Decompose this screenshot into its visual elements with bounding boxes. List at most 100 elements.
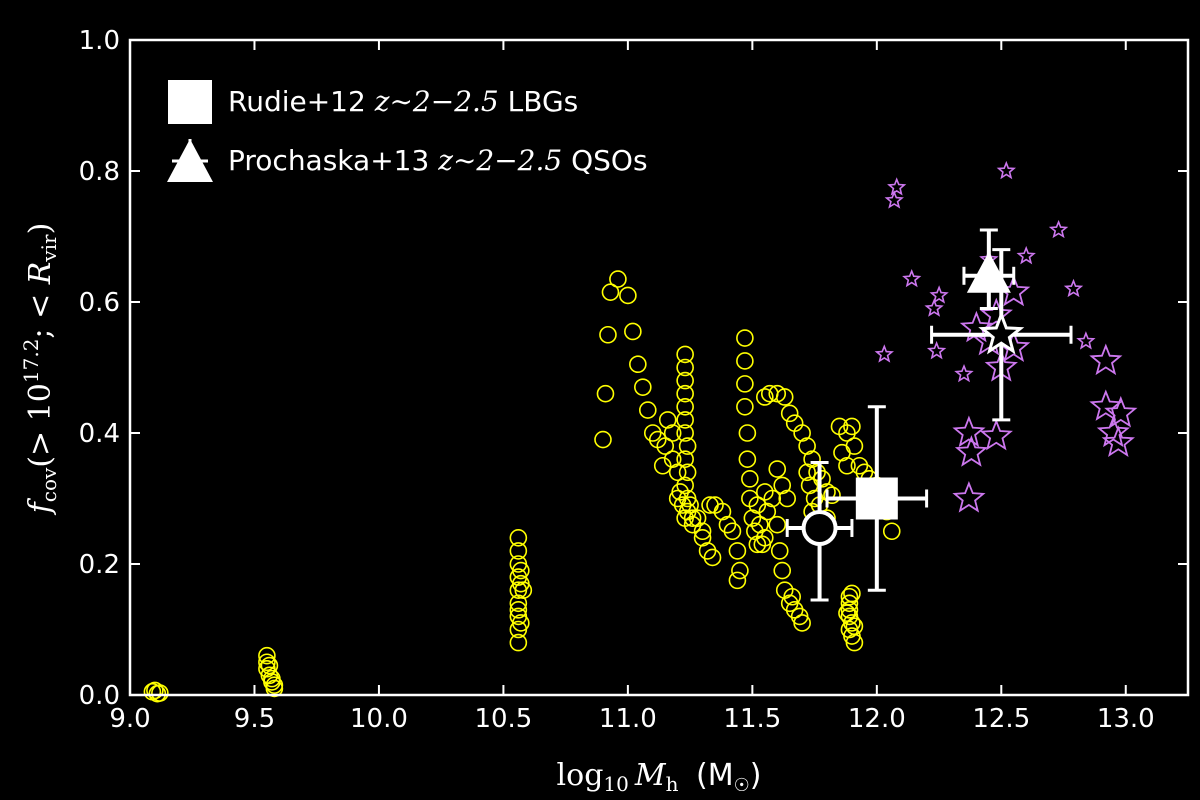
simulation-circle bbox=[838, 604, 856, 622]
simulation-circle bbox=[728, 571, 747, 590]
simulation-circle bbox=[693, 528, 712, 547]
simulation-circle bbox=[596, 384, 615, 403]
simulation-circle bbox=[703, 548, 722, 567]
y-tick-label: 1.0 bbox=[79, 26, 120, 56]
simulation-circle bbox=[673, 496, 692, 514]
simulation-circle bbox=[713, 502, 732, 521]
small-star-marker bbox=[887, 177, 907, 196]
y-axis-label: fcov(> 1017.2; < Rvir) bbox=[19, 223, 61, 516]
large-star-marker bbox=[952, 481, 986, 513]
simulation-circle bbox=[601, 283, 620, 301]
simulation-circle bbox=[793, 424, 811, 442]
simulation-circle bbox=[785, 601, 804, 619]
legend-label-rudie: Rudie+12 z∼2−2.5 LBGs bbox=[228, 85, 578, 118]
simulation-circle bbox=[843, 584, 861, 603]
x-tick-label: 12.0 bbox=[848, 704, 906, 734]
legend-triangle-marker bbox=[167, 139, 213, 182]
simulation-circle bbox=[882, 522, 901, 541]
simulation-circle bbox=[656, 437, 675, 455]
y-tick-label: 0.4 bbox=[79, 419, 120, 449]
simulation-circle bbox=[594, 430, 612, 449]
large-star-marker bbox=[979, 418, 1013, 451]
large-star-marker bbox=[1104, 395, 1138, 428]
simulation-circle bbox=[676, 476, 694, 495]
simulation-circle bbox=[148, 684, 167, 703]
simulation-circle bbox=[741, 470, 759, 488]
simulation-circle bbox=[808, 463, 826, 482]
simulation-circle bbox=[688, 509, 707, 527]
large-star-marker bbox=[979, 297, 1013, 330]
simulation-circle bbox=[718, 515, 737, 534]
simulation-circle bbox=[758, 502, 777, 521]
simulation-circle bbox=[850, 456, 869, 475]
simulation-circle bbox=[678, 463, 697, 482]
small-star-marker bbox=[1016, 245, 1036, 265]
simulation-circle bbox=[763, 489, 782, 508]
simulation-circle bbox=[736, 397, 754, 416]
simulation-circle bbox=[629, 355, 647, 374]
simulation-circle bbox=[514, 581, 533, 600]
simulation-circle bbox=[663, 450, 682, 469]
simulation-circle bbox=[676, 358, 694, 377]
small-star-marker bbox=[1063, 278, 1084, 298]
y-tick-label: 0.8 bbox=[79, 157, 120, 187]
x-tick-label: 10.0 bbox=[350, 704, 408, 734]
large-star-marker bbox=[1096, 415, 1130, 448]
simulation-circle bbox=[755, 388, 774, 406]
simulation-circle bbox=[599, 325, 617, 344]
legend-label-prochaska: Prochaska+13 z∼2−2.5 QSOs bbox=[228, 144, 648, 177]
simulation-circle bbox=[805, 489, 824, 508]
simulation-circle bbox=[509, 633, 528, 652]
square-marker bbox=[855, 477, 898, 520]
simulation-circle bbox=[683, 509, 702, 527]
simulation-circle bbox=[676, 371, 694, 390]
simulation-circle bbox=[668, 463, 687, 482]
simulation-circle bbox=[509, 601, 528, 619]
simulation-circle bbox=[823, 486, 841, 505]
x-tick-label: 10.5 bbox=[474, 704, 532, 734]
y-tick-label: 0.2 bbox=[79, 550, 120, 580]
small-star-marker bbox=[902, 268, 922, 288]
simulation-circle bbox=[738, 450, 757, 469]
simulation-circle bbox=[843, 417, 861, 436]
simulation-circle bbox=[728, 542, 747, 560]
simulation-circle bbox=[693, 522, 712, 541]
simulation-circle bbox=[676, 411, 694, 429]
simulation-circle bbox=[773, 476, 792, 495]
simulation-circle bbox=[260, 656, 279, 675]
simulation-circle bbox=[638, 401, 657, 419]
large-star-marker bbox=[954, 435, 989, 467]
simulation-circle bbox=[840, 594, 859, 613]
legend: Rudie+12 z∼2−2.5 LBGs Prochaska+13 z∼2−2… bbox=[167, 80, 648, 182]
simulation-circle bbox=[676, 345, 694, 364]
open-star-marker bbox=[978, 310, 1025, 355]
simulation-circle bbox=[634, 378, 652, 396]
small-star-marker bbox=[884, 190, 904, 209]
simulation-circle bbox=[731, 561, 749, 580]
simulation-circle bbox=[755, 528, 774, 547]
simulation-circle bbox=[778, 489, 797, 508]
simulation-circle bbox=[624, 322, 642, 341]
simulation-circle bbox=[783, 587, 801, 606]
data-layer bbox=[143, 160, 1138, 703]
simulation-circle bbox=[676, 424, 694, 442]
simulation-circle bbox=[676, 450, 694, 469]
simulation-circle bbox=[768, 460, 787, 478]
small-star-marker bbox=[1048, 219, 1069, 239]
simulation-circle bbox=[838, 424, 856, 442]
simulation-circle bbox=[643, 424, 662, 442]
large-star-marker bbox=[952, 415, 986, 448]
simulation-circle bbox=[678, 437, 697, 455]
simulation-circle bbox=[509, 542, 528, 560]
large-star-marker bbox=[1089, 389, 1123, 421]
simulation-circle bbox=[681, 496, 699, 514]
x-tick-label: 13.0 bbox=[1097, 704, 1155, 734]
small-star-marker bbox=[1076, 331, 1096, 350]
open-circle-marker bbox=[801, 509, 838, 546]
small-star-marker bbox=[926, 340, 947, 360]
simulation-circle bbox=[509, 581, 528, 600]
x-axis-label: log10 Mh (M☉) bbox=[557, 758, 762, 796]
simulation-circle bbox=[746, 522, 764, 541]
simulation-circle bbox=[653, 456, 672, 475]
